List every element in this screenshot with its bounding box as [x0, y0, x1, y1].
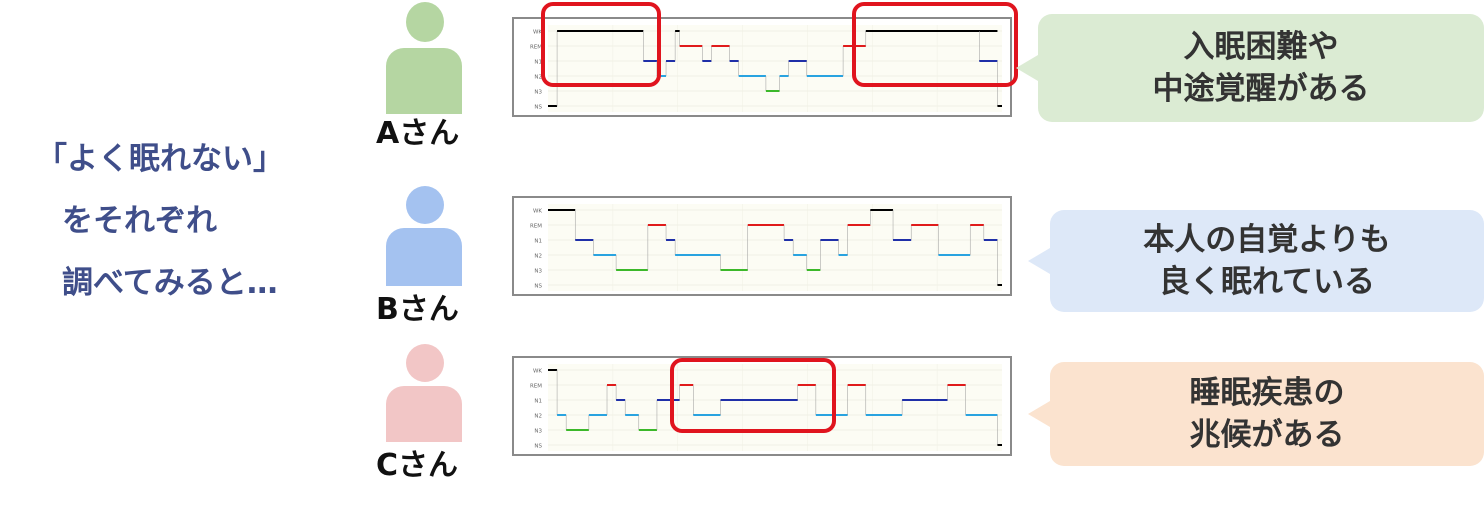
person-a-name: Aさん: [376, 116, 460, 151]
bubble-b-line-1: 本人の自覚よりも: [1143, 222, 1391, 258]
stage-label-ns: NS: [534, 105, 542, 111]
stage-label-n2: N2: [534, 75, 542, 81]
intro-text: 「よく眠れない」 をそれぞれ 調べてみると…: [36, 128, 284, 314]
stage-label-n1: N1: [534, 239, 542, 245]
stage-label-ns: NS: [534, 284, 542, 290]
comment-bubble-c: 睡眠疾患の 兆候がある: [1028, 362, 1484, 466]
bubble-b-tail: [1028, 248, 1050, 274]
stage-label-n3: N3: [534, 90, 542, 96]
person-b-body: [386, 228, 462, 286]
hypnogram-c-svg: WK REM N1 N2 N3 NS: [530, 364, 1002, 451]
stage-label-wk: WK: [533, 369, 542, 375]
hypnogram-a: WK REM N1 N2 N3 NS: [512, 17, 1012, 117]
person-c-head: [406, 344, 444, 382]
highlight-a-awakening: [852, 2, 1018, 87]
stage-label-rem: REM: [530, 224, 542, 230]
hypnogram-a-svg: WK REM N1 N2 N3 NS: [530, 25, 1002, 112]
hypnogram-c: WK REM N1 N2 N3 NS: [512, 356, 1012, 456]
person-b-name: Bさん: [376, 292, 459, 327]
person-a-head: [406, 2, 444, 42]
stage-label-n3: N3: [534, 269, 542, 275]
stage-label-n2: N2: [534, 254, 542, 260]
intro-line-2: をそれぞれ: [62, 203, 217, 239]
person-c-name: Cさん: [376, 448, 459, 483]
bubble-c-line-2: 兆候がある: [1189, 417, 1345, 453]
person-a-body: [386, 48, 462, 114]
bubble-b-line-2: 良く眠れている: [1158, 264, 1376, 300]
stage-label-rem: REM: [530, 45, 542, 51]
bubble-a-line-1: 入眠困難や: [1183, 29, 1339, 65]
bubble-c-line-1: 睡眠疾患の: [1189, 375, 1345, 411]
stage-label-n3: N3: [534, 429, 542, 435]
stage-label-wk: WK: [533, 209, 542, 215]
intro-line-3: 調べてみると…: [62, 265, 278, 301]
stage-label-n1: N1: [534, 60, 542, 66]
comment-bubble-a: 入眠困難や 中途覚醒がある: [1016, 14, 1484, 122]
person-c-body: [386, 386, 462, 442]
bubble-c-tail: [1028, 401, 1050, 427]
stage-label-n2: N2: [534, 414, 542, 420]
person-b-head: [406, 186, 444, 224]
plot-area: [548, 364, 1002, 451]
bubble-a-tail: [1016, 55, 1038, 81]
hypnogram-b: WK REM N1 N2 N3 NS: [512, 196, 1012, 296]
highlight-a-onset: [541, 2, 661, 87]
intro-line-1: 「よく眠れない」: [36, 141, 284, 177]
stage-label-rem: REM: [530, 384, 542, 390]
stage-label-ns: NS: [534, 444, 542, 450]
plot-area: [548, 25, 1002, 112]
highlight-c-pattern: [670, 358, 836, 433]
comment-bubble-b: 本人の自覚よりも 良く眠れている: [1028, 210, 1484, 312]
bubble-a-line-2: 中途覚醒がある: [1152, 71, 1370, 107]
hypnogram-b-svg: WK REM N1 N2 N3 NS: [530, 204, 1002, 291]
stage-label-wk: WK: [533, 30, 542, 36]
plot-area: [548, 204, 1002, 291]
person-b-avatar: [386, 186, 462, 286]
person-a-avatar: [386, 2, 462, 114]
person-c-avatar: [386, 344, 462, 442]
stage-label-n1: N1: [534, 399, 542, 405]
